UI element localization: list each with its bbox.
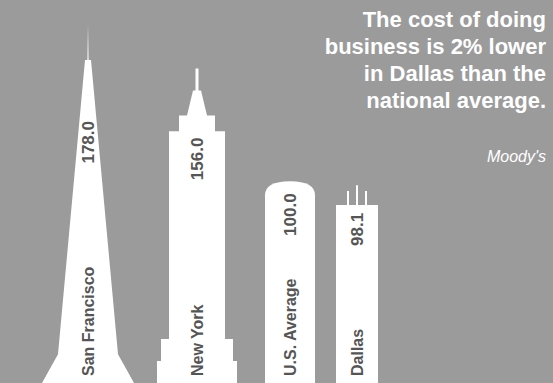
bar — [157, 68, 237, 383]
data-label: 98.1 — [348, 213, 367, 246]
bar — [265, 181, 315, 383]
data-label: 156.0 — [188, 138, 207, 181]
bar — [336, 185, 378, 383]
bar — [42, 24, 134, 383]
data-label: 100.0 — [281, 193, 300, 236]
chart: 178.0 San Francisco 156.0 New York 100.0 U.S.… — [0, 0, 553, 383]
category-label: Dallas — [349, 329, 366, 376]
labels: 178.0 San Francisco 156.0 New York 100.0 U.S.… — [79, 121, 367, 376]
category-label: U.S. Average — [282, 278, 299, 376]
category-label: San Francisco — [80, 266, 97, 376]
bars — [42, 24, 378, 383]
category-label: New York — [189, 304, 206, 376]
source: Moody's — [487, 148, 546, 166]
data-label: 178.0 — [79, 121, 98, 164]
title: The cost of doing business is 2% lower i… — [301, 6, 546, 114]
